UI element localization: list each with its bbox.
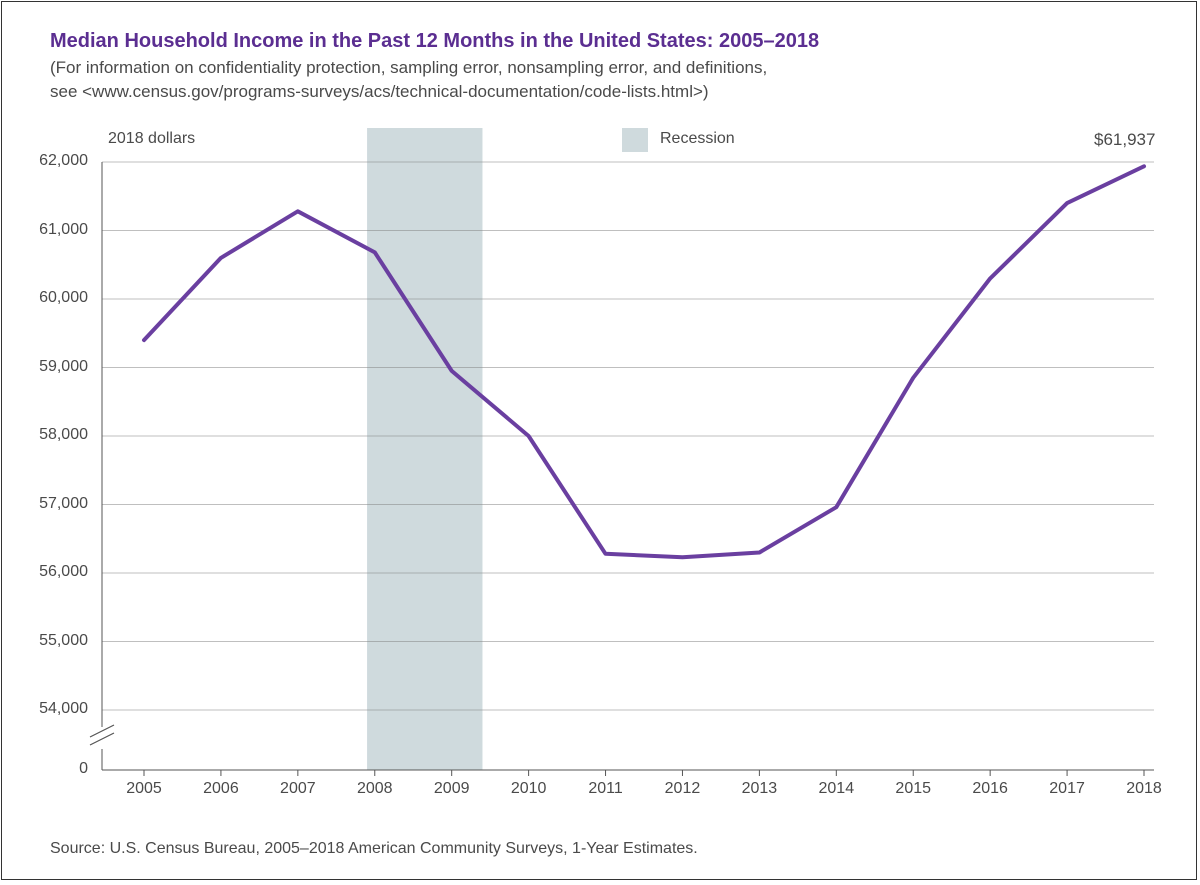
data-line (144, 166, 1144, 557)
x-tick-label: 2007 (280, 780, 316, 798)
y-tick-label: 58,000 (39, 426, 88, 444)
x-tick-label: 2017 (1049, 780, 1085, 798)
y-tick-label: 61,000 (39, 221, 88, 239)
x-tick-label: 2018 (1126, 780, 1162, 798)
x-tick-label: 2005 (126, 780, 162, 798)
y-tick-label: 62,000 (39, 152, 88, 170)
x-tick-label: 2015 (895, 780, 931, 798)
recession-band (367, 128, 482, 770)
x-tick-label: 2014 (819, 780, 855, 798)
line-chart (2, 2, 1200, 885)
y-tick-zero: 0 (79, 760, 88, 778)
x-tick-label: 2006 (203, 780, 239, 798)
y-tick-label: 55,000 (39, 632, 88, 650)
chart-frame: Median Household Income in the Past 12 M… (1, 1, 1197, 880)
y-tick-label: 60,000 (39, 289, 88, 307)
x-tick-label: 2012 (665, 780, 701, 798)
y-tick-label: 56,000 (39, 563, 88, 581)
y-tick-label: 54,000 (39, 700, 88, 718)
source-attribution: Source: U.S. Census Bureau, 2005–2018 Am… (50, 840, 698, 858)
x-tick-label: 2011 (588, 780, 622, 798)
x-tick-label: 2016 (972, 780, 1008, 798)
y-tick-label: 57,000 (39, 495, 88, 513)
x-tick-label: 2008 (357, 780, 393, 798)
x-tick-label: 2013 (742, 780, 778, 798)
y-tick-label: 59,000 (39, 358, 88, 376)
x-tick-label: 2010 (511, 780, 547, 798)
x-tick-label: 2009 (434, 780, 470, 798)
